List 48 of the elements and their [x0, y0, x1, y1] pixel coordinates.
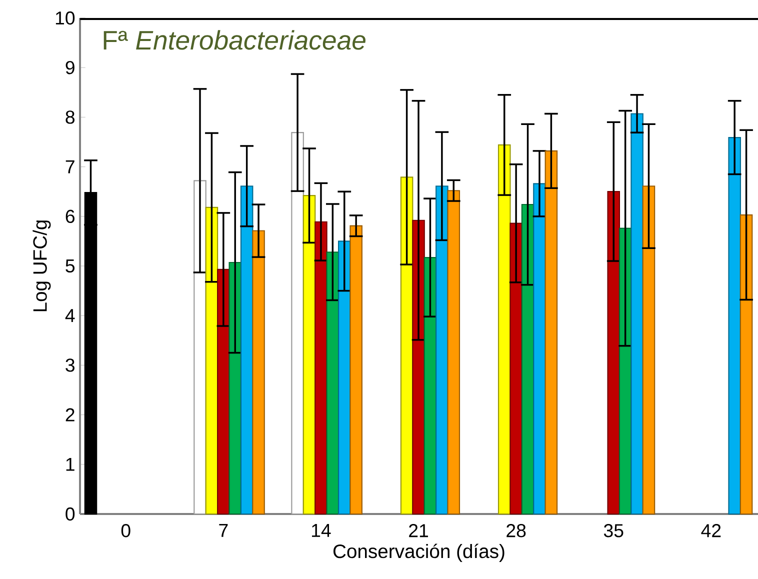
y-tick-label: 6	[66, 210, 74, 224]
bar	[338, 240, 351, 515]
bar	[240, 186, 254, 515]
x-tick-label: 21	[409, 524, 428, 538]
bar	[400, 176, 414, 515]
y-tick-label: 0	[66, 507, 75, 521]
x-tick-label: 14	[312, 524, 331, 537]
y-tick-label: 8	[66, 110, 74, 124]
bar	[533, 183, 546, 515]
bar	[228, 262, 242, 515]
bar	[498, 144, 511, 515]
bar	[412, 220, 425, 515]
bar	[252, 230, 265, 515]
bar	[740, 214, 753, 515]
x-tick-label: 28	[506, 524, 526, 538]
y-tick-label: 4	[65, 309, 75, 322]
bar	[291, 132, 304, 515]
bar	[521, 204, 534, 515]
y-tick-label: 10	[56, 11, 75, 25]
bar	[350, 225, 362, 515]
y-tick-label: 3	[66, 358, 74, 372]
x-tick-label: 42	[701, 524, 721, 538]
y-tick-label: 5	[66, 259, 75, 273]
bar	[302, 195, 316, 515]
x-tick-label: 0	[121, 524, 130, 538]
y-tick-label: 1	[66, 458, 74, 471]
x-tick-label: 7	[219, 524, 228, 537]
y-tick-label: 9	[66, 60, 74, 74]
y-axis-title: Log UFC/g	[32, 220, 51, 312]
bar	[544, 150, 558, 515]
bar	[424, 257, 437, 515]
bar	[314, 221, 328, 515]
bar	[447, 190, 460, 515]
bar	[217, 268, 230, 515]
y-tick-label: 2	[66, 408, 74, 422]
bar	[642, 186, 656, 515]
bar	[326, 252, 340, 515]
bar	[205, 206, 218, 515]
bar	[194, 180, 206, 515]
bar	[728, 136, 741, 515]
bar	[607, 191, 620, 515]
x-axis-title: Conservación (días)	[333, 544, 504, 562]
chart-title: Fª Enterobacteriaceae	[104, 30, 366, 50]
bar	[436, 186, 448, 515]
bar	[630, 113, 644, 515]
y-tick-label: 7	[66, 160, 74, 174]
bar	[510, 222, 522, 515]
x-tick-label: 35	[604, 524, 624, 538]
